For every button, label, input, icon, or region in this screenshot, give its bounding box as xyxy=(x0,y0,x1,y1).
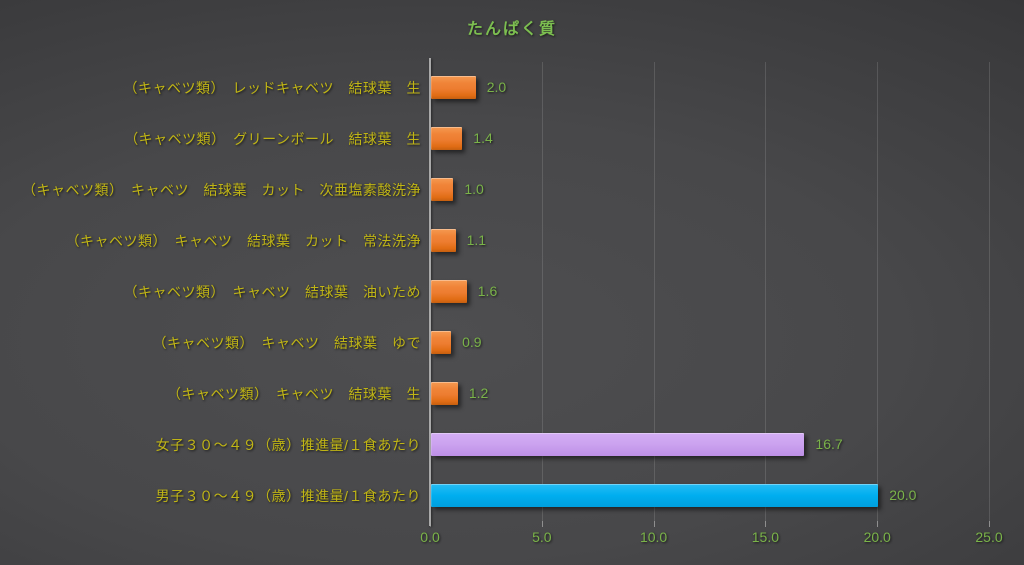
category-label: （キャベツ類） キャベツ 結球葉 ゆで xyxy=(152,334,421,351)
category-axis-line xyxy=(429,58,431,526)
value-label: 1.2 xyxy=(468,385,489,401)
category-label: 女子３０～４９（歳）推進量/１食あたり xyxy=(155,436,421,453)
category-label: （キャベツ類） キャベツ 結球葉 油いため xyxy=(123,283,421,300)
x-axis-tick-label: 25.0 xyxy=(975,529,1003,545)
value-label: 20.0 xyxy=(889,487,917,503)
bar xyxy=(431,229,456,252)
axis-tick xyxy=(877,521,879,527)
bar xyxy=(431,76,476,99)
gridline xyxy=(989,62,990,521)
bar xyxy=(431,280,467,303)
x-axis-tick-label: 15.0 xyxy=(751,529,780,545)
value-label: 16.7 xyxy=(815,436,843,452)
gridline xyxy=(653,62,655,521)
x-axis-tick-label: 0.0 xyxy=(420,529,440,545)
chart-title: たんぱく質 xyxy=(466,21,557,38)
category-label: （キャベツ類） キャベツ 結球葉 カット 常法洗浄 xyxy=(65,232,421,249)
bar xyxy=(431,382,458,405)
x-axis-tick-label: 10.0 xyxy=(639,529,668,545)
bar xyxy=(431,178,454,201)
category-label: （キャベツ類） キャベツ 結球葉 生 xyxy=(167,385,421,402)
axis-tick xyxy=(765,521,767,527)
value-label: 1.6 xyxy=(477,283,498,299)
axis-tick xyxy=(989,521,990,527)
bar xyxy=(431,331,452,354)
bar xyxy=(431,127,463,150)
bar xyxy=(431,433,805,456)
x-axis-tick-label: 5.0 xyxy=(532,529,552,545)
value-label: 0.9 xyxy=(462,334,482,350)
category-label: 男子３０～４９（歳）推進量/１食あたり xyxy=(155,487,421,504)
category-label: （キャベツ類） グリーンボール 結球葉 生 xyxy=(124,130,421,147)
category-label: （キャベツ類） キャベツ 結球葉 カット 次亜塩素酸洗浄 xyxy=(22,181,421,198)
x-axis-tick-label: 20.0 xyxy=(863,529,891,545)
gridline xyxy=(765,62,767,521)
gridline xyxy=(877,62,879,521)
category-label: （キャベツ類） レッドキャベツ 結球葉 生 xyxy=(123,79,421,96)
axis-tick xyxy=(653,521,655,527)
axis-tick xyxy=(541,521,543,527)
value-label: 1.4 xyxy=(473,130,493,146)
gridline xyxy=(541,62,543,521)
bar xyxy=(431,484,879,507)
value-label: 1.1 xyxy=(466,232,487,248)
value-label: 2.0 xyxy=(486,79,507,95)
value-label: 1.0 xyxy=(464,181,484,197)
